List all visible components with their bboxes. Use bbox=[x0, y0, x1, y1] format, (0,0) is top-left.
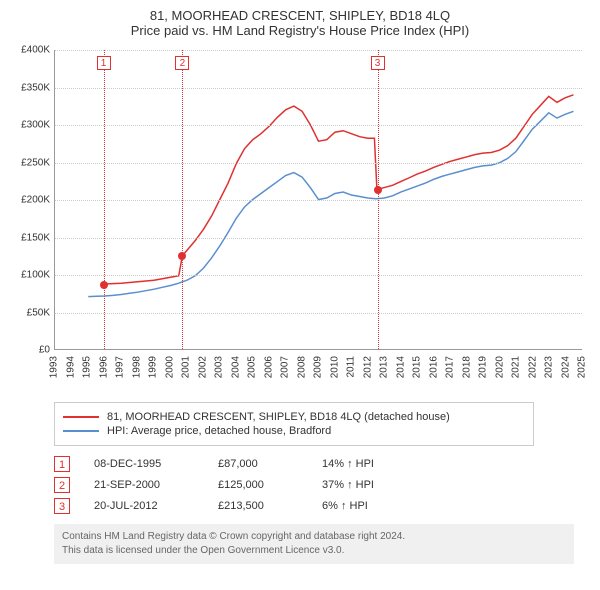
event-change: 6% ↑ HPI bbox=[322, 500, 368, 512]
gridline-h bbox=[55, 238, 582, 239]
x-axis-label: 1993 bbox=[49, 356, 60, 378]
x-axis-label: 2016 bbox=[428, 356, 439, 378]
event-date: 08-DEC-1995 bbox=[94, 458, 194, 470]
legend-item: 81, MOORHEAD CRESCENT, SHIPLEY, BD18 4LQ… bbox=[63, 411, 525, 423]
event-vline bbox=[182, 50, 183, 349]
event-dot bbox=[100, 281, 108, 289]
x-axis-label: 1997 bbox=[115, 356, 126, 378]
x-axis-label: 2007 bbox=[280, 356, 291, 378]
x-axis-label: 1994 bbox=[65, 356, 76, 378]
x-axis-label: 2003 bbox=[214, 356, 225, 378]
event-dot bbox=[178, 252, 186, 260]
footer-line-2: This data is licensed under the Open Gov… bbox=[62, 544, 566, 558]
x-axis-label: 2013 bbox=[379, 356, 390, 378]
x-axis-label: 2017 bbox=[445, 356, 456, 378]
footer-line-1: Contains HM Land Registry data © Crown c… bbox=[62, 530, 566, 544]
gridline-h bbox=[55, 200, 582, 201]
series-line bbox=[88, 111, 573, 296]
x-axis-label: 1996 bbox=[98, 356, 109, 378]
x-axis-label: 2012 bbox=[362, 356, 373, 378]
event-marker-box: 1 bbox=[97, 56, 111, 70]
event-date: 20-JUL-2012 bbox=[94, 500, 194, 512]
footer-attribution: Contains HM Land Registry data © Crown c… bbox=[54, 524, 574, 564]
x-axis-label: 2000 bbox=[164, 356, 175, 378]
event-date: 21-SEP-2000 bbox=[94, 479, 194, 491]
event-vline bbox=[378, 50, 379, 349]
y-axis-label: £50K bbox=[27, 307, 50, 318]
event-marker-box: 2 bbox=[175, 56, 189, 70]
chart-title: 81, MOORHEAD CRESCENT, SHIPLEY, BD18 4LQ bbox=[12, 8, 588, 23]
x-axis-label: 2021 bbox=[511, 356, 522, 378]
chart-area: 1 2 3 £0 £50K £100K £150K £200K £250K £300K £350K… bbox=[12, 46, 588, 396]
x-axis-label: 2018 bbox=[461, 356, 472, 378]
x-axis-label: 2011 bbox=[346, 356, 357, 378]
y-axis-label: £250K bbox=[21, 157, 50, 168]
events-table: 1 08-DEC-1995 £87,000 14% ↑ HPI 2 21-SEP-2000… bbox=[54, 456, 588, 514]
y-axis-label: £350K bbox=[21, 82, 50, 93]
x-axis-label: 2004 bbox=[230, 356, 241, 378]
y-axis-label: £100K bbox=[21, 270, 50, 281]
event-change: 14% ↑ HPI bbox=[322, 458, 374, 470]
legend-swatch bbox=[63, 430, 99, 432]
legend-label: 81, MOORHEAD CRESCENT, SHIPLEY, BD18 4LQ… bbox=[107, 411, 450, 423]
x-axis-label: 2009 bbox=[313, 356, 324, 378]
event-dot bbox=[374, 186, 382, 194]
x-axis-label: 2020 bbox=[494, 356, 505, 378]
x-axis-label: 2001 bbox=[181, 356, 192, 378]
legend-item: HPI: Average price, detached house, Brad… bbox=[63, 425, 525, 437]
x-axis-label: 2024 bbox=[560, 356, 571, 378]
plot-area: 1 2 3 bbox=[54, 50, 582, 350]
gridline-h bbox=[55, 50, 582, 51]
x-axis-label: 2019 bbox=[478, 356, 489, 378]
x-axis-label: 2005 bbox=[247, 356, 258, 378]
y-axis-label: £400K bbox=[21, 45, 50, 56]
y-axis-label: £0 bbox=[39, 345, 50, 356]
gridline-h bbox=[55, 88, 582, 89]
x-axis-label: 1998 bbox=[131, 356, 142, 378]
x-axis-label: 2025 bbox=[577, 356, 588, 378]
y-axis-label: £200K bbox=[21, 195, 50, 206]
event-price: £125,000 bbox=[218, 479, 298, 491]
gridline-h bbox=[55, 163, 582, 164]
gridline-h bbox=[55, 313, 582, 314]
gridline-h bbox=[55, 275, 582, 276]
legend-label: HPI: Average price, detached house, Brad… bbox=[107, 425, 331, 437]
y-axis-label: £150K bbox=[21, 232, 50, 243]
event-row: 3 20-JUL-2012 £213,500 6% ↑ HPI bbox=[54, 498, 588, 514]
y-axis-label: £300K bbox=[21, 120, 50, 131]
x-axis-label: 1999 bbox=[148, 356, 159, 378]
event-price: £87,000 bbox=[218, 458, 298, 470]
chart-container: 81, MOORHEAD CRESCENT, SHIPLEY, BD18 4LQ… bbox=[0, 0, 600, 574]
event-number-box: 2 bbox=[54, 477, 70, 493]
x-axis-label: 2014 bbox=[395, 356, 406, 378]
x-axis-label: 2022 bbox=[527, 356, 538, 378]
x-axis-label: 2006 bbox=[263, 356, 274, 378]
event-number-box: 3 bbox=[54, 498, 70, 514]
chart-subtitle: Price paid vs. HM Land Registry's House … bbox=[12, 23, 588, 38]
x-axis-label: 1995 bbox=[82, 356, 93, 378]
event-row: 1 08-DEC-1995 £87,000 14% ↑ HPI bbox=[54, 456, 588, 472]
event-number-box: 1 bbox=[54, 456, 70, 472]
gridline-h bbox=[55, 125, 582, 126]
x-axis-label: 2008 bbox=[296, 356, 307, 378]
x-axis-label: 2015 bbox=[412, 356, 423, 378]
event-marker-box: 3 bbox=[371, 56, 385, 70]
x-axis-label: 2023 bbox=[544, 356, 555, 378]
event-row: 2 21-SEP-2000 £125,000 37% ↑ HPI bbox=[54, 477, 588, 493]
event-price: £213,500 bbox=[218, 500, 298, 512]
event-change: 37% ↑ HPI bbox=[322, 479, 374, 491]
x-axis-label: 2002 bbox=[197, 356, 208, 378]
event-vline bbox=[104, 50, 105, 349]
x-axis-label: 2010 bbox=[329, 356, 340, 378]
series-line bbox=[104, 95, 574, 284]
legend: 81, MOORHEAD CRESCENT, SHIPLEY, BD18 4LQ… bbox=[54, 402, 534, 446]
legend-swatch bbox=[63, 416, 99, 418]
